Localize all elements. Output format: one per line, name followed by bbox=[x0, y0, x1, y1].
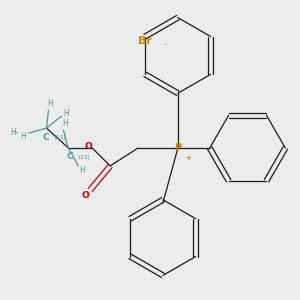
Text: -: - bbox=[164, 40, 166, 49]
Text: H: H bbox=[21, 132, 26, 141]
Text: H: H bbox=[48, 99, 53, 108]
Text: [13]: [13] bbox=[78, 154, 90, 160]
Text: H: H bbox=[80, 167, 85, 176]
Text: H-: H- bbox=[11, 128, 19, 136]
Text: H: H bbox=[62, 118, 68, 127]
Text: O: O bbox=[81, 191, 89, 200]
Text: C: C bbox=[66, 152, 73, 161]
Text: P: P bbox=[174, 143, 182, 153]
Text: C: C bbox=[42, 133, 49, 142]
Text: [13]: [13] bbox=[54, 135, 66, 140]
Text: Br: Br bbox=[138, 35, 152, 46]
Text: H: H bbox=[64, 109, 69, 118]
Text: +: + bbox=[185, 155, 191, 161]
Text: O: O bbox=[84, 142, 92, 151]
